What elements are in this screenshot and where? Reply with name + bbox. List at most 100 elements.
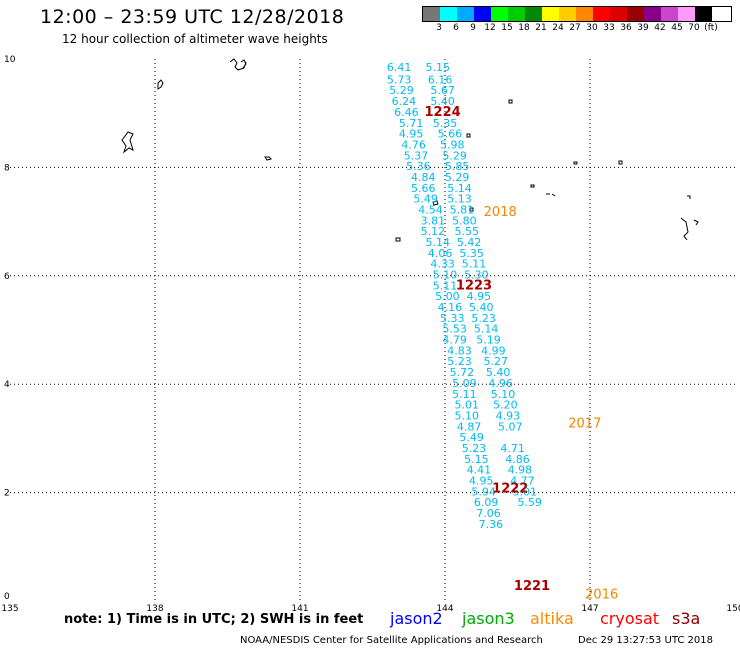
wave-height-value: 4.77: [510, 474, 535, 487]
legend-label: 33: [603, 23, 615, 33]
legend-label: 3: [436, 23, 442, 33]
island-outline: [530, 184, 535, 188]
legend-swatch: [457, 7, 474, 21]
year-labels: 2018 2017 2016: [484, 205, 619, 602]
wave-height-value: 4.41: [467, 464, 492, 477]
legend-swatch: [440, 7, 457, 21]
wave-height-value: 3.81: [421, 214, 446, 227]
legend-label: 42: [654, 23, 666, 33]
island-outline: [229, 58, 247, 71]
wave-height-value: 5.71: [399, 117, 424, 130]
island-outline: [121, 131, 134, 154]
wave-height-value: 5.13: [447, 193, 472, 206]
legend-label: (ft): [704, 23, 718, 33]
wave-height-value: 5.85: [445, 160, 470, 173]
wave-height-value: 5.14: [447, 182, 472, 195]
wave-height-value: 5.12: [421, 225, 446, 238]
note-text: note: 1) Time is in UTC; 2) SWH is in fe…: [64, 612, 364, 627]
wave-height-value: 4.87: [457, 420, 482, 433]
wave-height-value: 5.14: [474, 323, 499, 336]
wave-height-value: 5.72: [450, 366, 475, 379]
wave-height-value: 5.29: [389, 84, 414, 97]
legend-label: 27: [569, 23, 581, 33]
wave-height-value: 5.10: [433, 269, 458, 282]
axis-ticks: 135 138 141 144 147 150 0 2 4 6 8 10: [1, 55, 740, 614]
legend-swatch: [678, 7, 695, 21]
wave-height-value: 5.29: [445, 171, 470, 184]
x-tick-label: 144: [436, 604, 453, 614]
wave-height-value: 5.27: [484, 355, 509, 368]
satellite-name: jason2: [390, 609, 443, 628]
time-label: 1224: [424, 105, 460, 120]
wave-height-value: 5.42: [457, 236, 482, 249]
x-tick-label: 150: [726, 604, 740, 614]
legend-label: 36: [620, 23, 632, 33]
year-label: 2018: [484, 205, 517, 220]
island-outline: [508, 99, 513, 104]
time-label: 1223: [456, 278, 492, 293]
wave-height-value: 5.29: [442, 149, 467, 162]
y-tick-label: 0: [4, 592, 10, 602]
wave-height-value: 4.98: [508, 464, 533, 477]
wave-height-value: 5.10: [491, 388, 516, 401]
y-tick-label: 2: [4, 489, 10, 499]
legend-swatch: [661, 7, 678, 21]
y-tick-label: 6: [4, 272, 10, 282]
timestamp-text: Dec 29 13:27:53 UTC 2018: [578, 635, 713, 646]
x-tick-label: 147: [581, 604, 598, 614]
legend-swatch: [423, 7, 440, 21]
x-tick-label: 138: [146, 604, 163, 614]
time-label: 1222: [492, 482, 528, 497]
wave-height-value: 5.07: [498, 420, 523, 433]
legend-swatch: [525, 7, 542, 21]
wave-height-value: 6.16: [428, 73, 453, 86]
map-title: 12:00 – 23:59 UTC 12/28/2018: [40, 6, 345, 28]
wave-height-value: 5.11: [452, 388, 477, 401]
wave-height-value: 5.00: [435, 290, 460, 303]
legend-label: 70: [688, 23, 700, 33]
wave-height-value: 5.15: [464, 453, 489, 466]
wave-height-value: 4.54: [418, 203, 443, 216]
satellite-name: cryosat: [600, 609, 660, 628]
wave-height-value: 7.36: [479, 518, 504, 531]
island-outline: [573, 161, 578, 165]
wave-height-value: 4.96: [488, 377, 513, 390]
legend-label: 24: [552, 23, 564, 33]
wave-height-value: 5.35: [459, 247, 484, 260]
year-label: 2016: [585, 587, 618, 602]
legend-label: 39: [637, 23, 649, 33]
legend-swatch: [559, 7, 576, 21]
wave-height-value: 5.73: [387, 73, 412, 86]
wave-height-value: 4.95: [469, 474, 494, 487]
satellite-name: s3a: [672, 609, 701, 628]
map-subtitle: 12 hour collection of altimeter wave hei…: [62, 32, 328, 46]
wave-height-value: 6.46: [394, 106, 419, 119]
legend-label: 15: [501, 23, 513, 33]
wave-height-value: 5.53: [442, 323, 467, 336]
track-left-values: 6.415.735.296.246.465.714.954.765.375.36…: [387, 61, 503, 531]
grid-lines: [10, 59, 735, 601]
legend-label: 21: [535, 23, 547, 33]
legend-label: 6: [453, 23, 459, 33]
x-tick-label: 141: [291, 604, 308, 614]
satellite-name: jason3: [462, 609, 515, 628]
time-labels: 1224 1223 1222 1221: [424, 105, 550, 594]
track-right-values: 5.156.165.675.405.355.665.985.295.855.29…: [426, 61, 542, 509]
wave-height-value: 4.95: [399, 128, 424, 141]
wave-height-value: 5.80: [452, 214, 477, 227]
island-outline: [469, 207, 474, 212]
wave-height-value: 5.66: [411, 182, 436, 195]
wave-height-value: 4.84: [411, 171, 436, 184]
year-label: 2017: [568, 417, 601, 432]
satellite-name: altika: [530, 609, 574, 628]
wave-height-value: 4.86: [505, 453, 530, 466]
wave-height-value: 5.49: [413, 193, 438, 206]
wave-height-value: 6.41: [387, 61, 412, 74]
wave-height-value: 4.06: [428, 247, 453, 260]
wave-height-value: 4.99: [481, 344, 506, 357]
wave-height-value: 5.09: [452, 377, 477, 390]
wave-height-value: 7.06: [476, 507, 501, 520]
wave-height-value: 5.98: [440, 138, 465, 151]
wave-height-value: 5.67: [430, 84, 455, 97]
wave-height-value: 5.94: [471, 485, 496, 498]
